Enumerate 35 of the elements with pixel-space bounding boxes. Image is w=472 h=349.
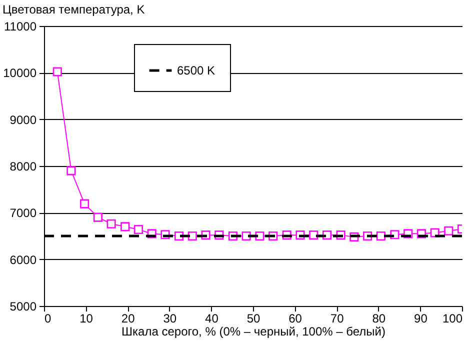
point	[106, 219, 116, 228]
point	[120, 222, 130, 232]
point	[242, 231, 251, 241]
x-tick-label: 70	[330, 312, 344, 326]
point	[80, 199, 90, 208]
point	[188, 231, 197, 241]
x-tick-label: 60	[288, 312, 302, 326]
y-tick-label: 9000	[10, 112, 37, 127]
y-axis-title: Цветовая температура, K	[2, 2, 145, 16]
x-tick-label: 80	[372, 312, 386, 326]
x-tick-label: 0	[44, 312, 52, 326]
x-tick-label: 20	[121, 312, 136, 326]
y-tick-label: 6000	[10, 252, 37, 267]
point	[134, 224, 143, 234]
x-tick-label: 40	[205, 312, 219, 326]
point	[430, 228, 440, 238]
y-tick-label: 7000	[10, 206, 37, 220]
y-tick-label: 8000	[10, 160, 37, 174]
point	[93, 212, 102, 222]
y-tick-label: 5000	[10, 300, 37, 314]
point	[255, 231, 264, 241]
x-tick-label: 100	[442, 312, 463, 326]
x-tick-label: 10	[80, 312, 94, 326]
point	[376, 231, 386, 241]
y-tick-label: 11000	[4, 20, 37, 34]
point	[66, 166, 76, 176]
x-axis-title: Шкала серого, % (0% – черный, 100% – белый)	[122, 324, 386, 338]
point	[309, 230, 318, 240]
x-tick-label: 30	[163, 312, 177, 326]
x-tick-label: 90	[414, 312, 428, 326]
point	[444, 226, 454, 236]
y-tick-label: 10000	[3, 66, 37, 80]
point	[52, 67, 62, 76]
legend-label: 6500 K	[177, 64, 216, 78]
x-tick-label: 50	[246, 312, 260, 326]
